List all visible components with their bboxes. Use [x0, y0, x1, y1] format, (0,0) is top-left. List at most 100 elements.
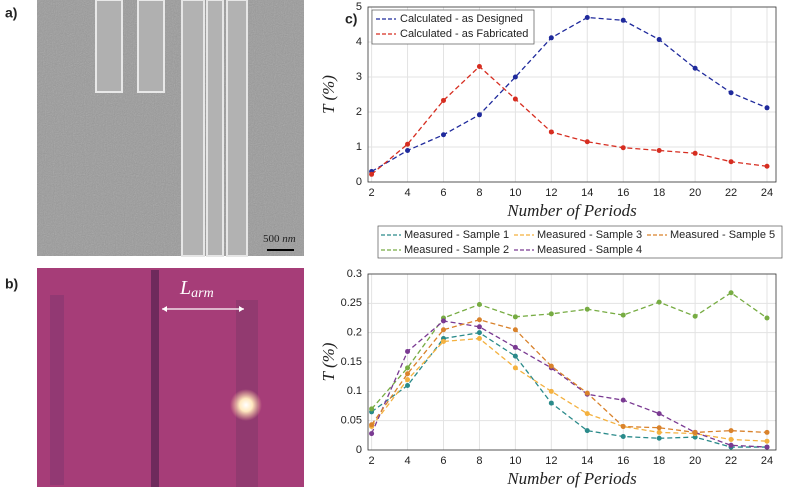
- x-tick-label: 20: [689, 187, 701, 199]
- panel-label: a): [5, 5, 17, 21]
- data-point: [512, 353, 518, 359]
- x-tick-label: 6: [440, 455, 446, 467]
- y-tick-label: 0: [356, 444, 362, 456]
- x-tick-label: 16: [617, 187, 629, 199]
- data-point: [512, 327, 518, 333]
- legend-label: Calculated - as Fabricated: [400, 28, 528, 40]
- legend: Measured - Sample 1 Measured - Sample 2 Me…: [377, 225, 783, 259]
- y-tick-label: 0.15: [341, 356, 362, 368]
- data-point: [656, 435, 662, 441]
- scale-bar-label: 500 nm: [263, 233, 296, 245]
- y-axis-label: T (%): [319, 342, 338, 381]
- data-point: [692, 65, 698, 71]
- data-point: [405, 348, 411, 354]
- axes-frame: [367, 273, 777, 451]
- legend-label: Calculated - as Designed: [400, 13, 523, 25]
- data-point: [405, 141, 411, 147]
- x-tick-label: 22: [725, 187, 737, 199]
- arm-label: Larm: [179, 277, 214, 302]
- data-point: [764, 315, 770, 321]
- data-point: [620, 312, 626, 318]
- data-point: [405, 148, 411, 153]
- legend: Calculated - as Designed Calculated - as …: [371, 9, 535, 45]
- data-point: [584, 15, 590, 20]
- x-tick-label: 18: [653, 455, 665, 467]
- data-point: [728, 442, 734, 448]
- x-tick-label: 8: [476, 455, 482, 467]
- y-tick-label: 0.05: [341, 415, 362, 427]
- data-point: [369, 406, 375, 412]
- data-point: [405, 365, 411, 371]
- data-point: [440, 338, 446, 344]
- series-line: [371, 16, 768, 173]
- data-point: [369, 171, 375, 177]
- x-tick-label: 16: [617, 455, 629, 467]
- data-point: [476, 302, 482, 308]
- y-tick-label: 0.1: [347, 385, 362, 397]
- y-axis-label: T (%): [319, 75, 338, 114]
- data-point: [512, 344, 518, 350]
- x-tick-label: 22: [725, 455, 737, 467]
- data-point: [728, 290, 734, 296]
- data-point: [548, 388, 554, 394]
- x-tick-label: 10: [509, 187, 521, 199]
- y-tick-label: 0.2: [347, 327, 362, 339]
- panel-label: c): [345, 11, 357, 27]
- data-point: [440, 327, 446, 333]
- x-tick-label: 4: [404, 187, 410, 199]
- data-point: [512, 74, 518, 80]
- data-point: [548, 311, 554, 317]
- data-point: [476, 112, 482, 118]
- data-point: [440, 318, 446, 324]
- series-line: [371, 319, 768, 434]
- x-axis-label: Number of Periods: [506, 469, 637, 488]
- x-tick-label: 20: [689, 455, 701, 467]
- data-point: [620, 145, 626, 151]
- data-point: [512, 314, 518, 320]
- x-tick-label: 24: [761, 455, 773, 467]
- x-tick-label: 14: [581, 455, 593, 467]
- data-point: [584, 390, 590, 396]
- legend-label: Measured - Sample 3: [537, 229, 642, 241]
- data-point: [620, 434, 626, 440]
- x-tick-label: 24: [761, 187, 773, 199]
- data-point: [692, 313, 698, 319]
- data-point: [548, 35, 554, 41]
- y-tick-label: 0: [356, 176, 362, 188]
- x-tick-label: 12: [545, 455, 557, 467]
- data-point: [728, 90, 734, 96]
- scale-bar-unit: nm: [282, 233, 296, 245]
- series-line: [371, 337, 768, 442]
- legend-box: [377, 225, 783, 259]
- legend-label: Measured - Sample 1: [404, 229, 509, 241]
- data-point: [620, 17, 626, 23]
- data-point: [369, 422, 375, 428]
- data-point: [764, 105, 770, 111]
- data-point: [728, 159, 734, 165]
- x-tick-label: 6: [440, 187, 446, 199]
- data-point: [764, 438, 770, 444]
- sem-image: [37, 0, 304, 257]
- data-point: [728, 436, 734, 442]
- x-tick-label: 4: [404, 455, 410, 467]
- y-tick-label: 0.25: [341, 297, 362, 309]
- x-tick-label: 18: [653, 187, 665, 199]
- data-point: [656, 37, 662, 43]
- data-point: [476, 324, 482, 330]
- data-point: [548, 400, 554, 406]
- legend-box: [371, 9, 535, 45]
- data-point: [584, 306, 590, 312]
- x-tick-label: 2: [369, 187, 375, 199]
- data-point: [656, 411, 662, 417]
- series-line: [370, 320, 768, 448]
- data-point: [656, 429, 662, 435]
- data-point: [476, 336, 482, 342]
- legend-label: Measured - Sample 2: [404, 244, 509, 256]
- data-point: [548, 129, 554, 135]
- data-point: [584, 428, 590, 434]
- data-point: [656, 299, 662, 305]
- x-axis-label: Number of Periods: [506, 201, 637, 220]
- legend-label: Measured - Sample 5: [670, 229, 775, 241]
- data-point: [405, 377, 411, 383]
- data-point: [692, 429, 698, 435]
